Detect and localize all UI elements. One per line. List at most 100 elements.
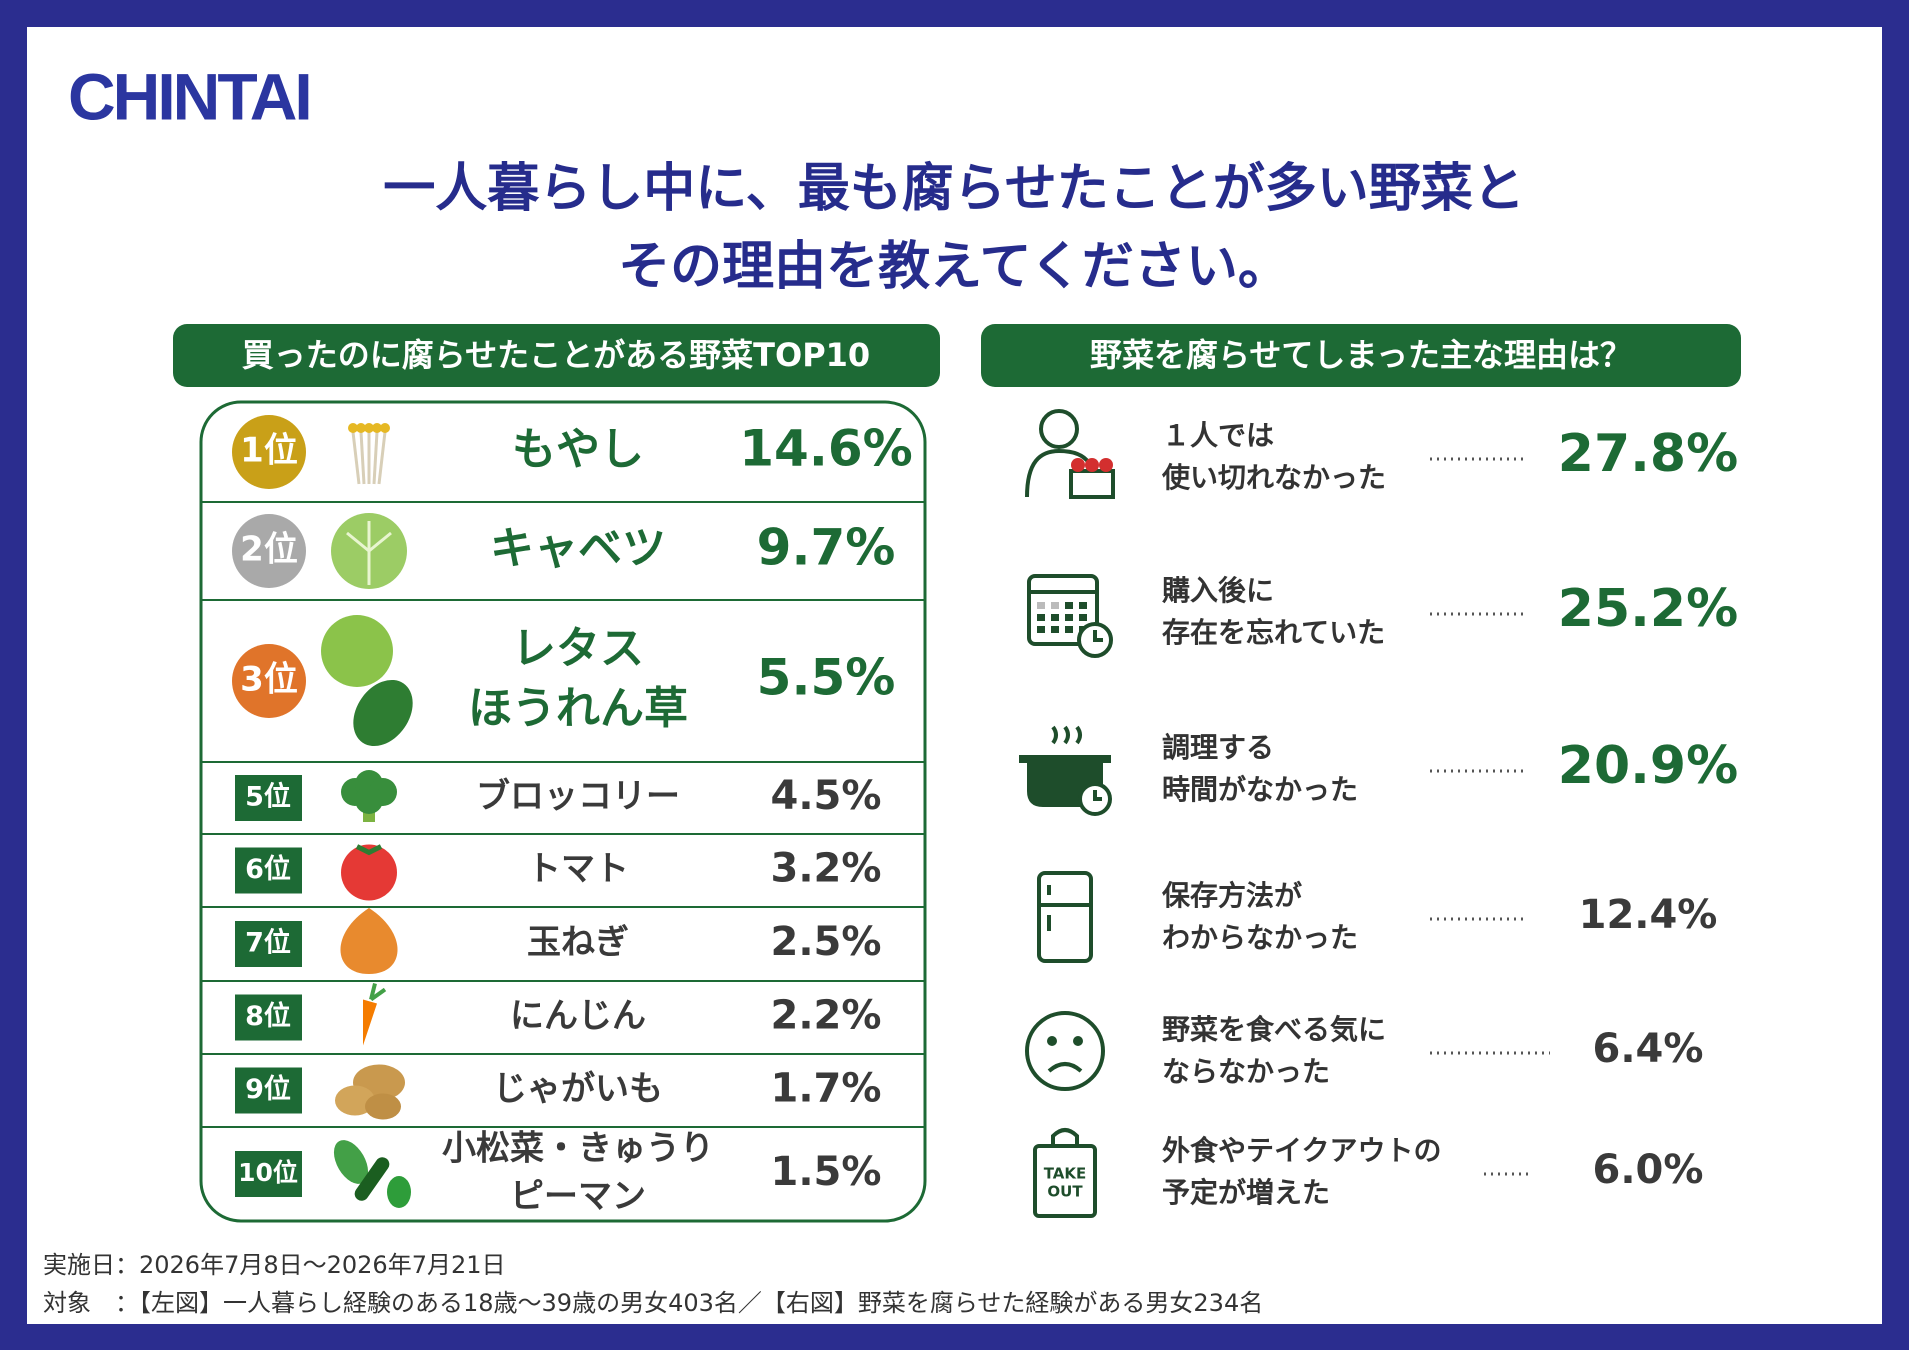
- rank-badge: [235, 994, 302, 1041]
- reason: 使い切れなかった: [1161, 461, 1386, 494]
- rank: 1位: [240, 431, 298, 471]
- rank-badge: [232, 514, 306, 588]
- percentage: 2.5%: [771, 919, 882, 965]
- icon: [341, 844, 397, 901]
- icon: [321, 615, 393, 687]
- icon: [356, 423, 366, 433]
- icon: [363, 999, 377, 1046]
- icon: [1085, 458, 1099, 472]
- icon: [1051, 626, 1059, 633]
- rank-badge: [235, 1067, 302, 1114]
- icon: [333, 1140, 369, 1184]
- vegetable-name: にんじん: [510, 996, 646, 1036]
- icon: [353, 679, 413, 747]
- icon: [1037, 626, 1045, 633]
- percentage: 20.9%: [1558, 736, 1738, 796]
- vegetable-name: ピーマン: [510, 1177, 646, 1217]
- title: その理由を教えてください。: [618, 237, 1290, 297]
- icon: [365, 1093, 401, 1120]
- icon: [1037, 871, 1093, 963]
- rank: 8位: [245, 1000, 291, 1032]
- vegetable-name: キャベツ: [490, 523, 666, 574]
- icon: [372, 423, 382, 433]
- icon: [364, 423, 374, 433]
- icon: [1027, 574, 1099, 646]
- rank: 9位: [245, 1073, 291, 1105]
- icon: [335, 1085, 375, 1116]
- percentage: 6.0%: [1593, 1147, 1704, 1193]
- icon: [1071, 458, 1085, 472]
- icon: [1051, 614, 1059, 621]
- rank: 6位: [245, 853, 291, 885]
- reason: １人では: [1162, 419, 1274, 452]
- icon: [380, 423, 390, 433]
- icon: [372, 431, 379, 485]
- icon: [359, 431, 366, 485]
- icon: [355, 786, 383, 814]
- percentage: 25.2%: [1558, 579, 1738, 639]
- logo: CHINTAI: [68, 59, 310, 133]
- percentage: 1.5%: [771, 1149, 882, 1195]
- vegetable-name: 小松菜・きゅうり: [442, 1129, 714, 1169]
- reason: わからなかった: [1162, 921, 1358, 954]
- left-heading-bar: [173, 324, 940, 387]
- icon: [354, 1157, 390, 1201]
- icon: [1065, 626, 1073, 633]
- rank-badge: [235, 921, 302, 967]
- percentage: 27.8%: [1558, 424, 1738, 484]
- icon: [387, 1176, 411, 1208]
- icon: [348, 423, 358, 433]
- rank: 3位: [240, 660, 298, 700]
- reason: 購入後に: [1162, 574, 1274, 607]
- icon: [1047, 1062, 1083, 1073]
- icon: [1079, 614, 1087, 621]
- right-heading: 野菜を腐らせてしまった主な理由は？: [1090, 336, 1632, 374]
- rank-badge: [232, 415, 306, 489]
- reason: 予定が増えた: [1162, 1176, 1330, 1209]
- ranking-box: [199, 400, 927, 1223]
- percentage: 6.4%: [1593, 1026, 1704, 1072]
- left-heading: 買ったのに腐らせたことがある野菜TOP10: [242, 336, 870, 374]
- reason: 野菜を食べる気に: [1162, 1013, 1386, 1046]
- icon: [369, 983, 387, 1002]
- icon: [1019, 755, 1111, 763]
- icon: [1093, 790, 1102, 801]
- icon: [1051, 1128, 1079, 1146]
- rank-badge: [235, 1151, 302, 1197]
- icon: [1039, 409, 1079, 449]
- percentage: 2.2%: [771, 993, 882, 1039]
- rank-badge: [232, 644, 306, 718]
- vegetable-name: じゃがいも: [493, 1069, 663, 1109]
- icon-text: OUT: [1047, 1183, 1083, 1201]
- icon: [351, 431, 361, 485]
- vegetable-name: ほうれん草: [468, 683, 688, 734]
- icon: [1065, 602, 1073, 609]
- icon: [340, 908, 398, 974]
- percentage: 9.7%: [757, 519, 896, 577]
- right-heading-bar: [981, 324, 1741, 387]
- reason: 外食やテイクアウトの: [1162, 1134, 1441, 1167]
- icon: [1037, 602, 1045, 609]
- percentage: 12.4%: [1579, 892, 1718, 938]
- rank: 5位: [245, 781, 291, 813]
- icon: [1099, 458, 1113, 472]
- icon: [346, 521, 392, 585]
- reason: 調理する: [1162, 731, 1274, 764]
- reason: 存在を忘れていた: [1162, 616, 1385, 649]
- reason: 時間がなかった: [1162, 773, 1358, 806]
- title: 一人暮らし中に、最も腐らせたことが多い野菜と: [383, 159, 1524, 219]
- icon: [1093, 630, 1103, 642]
- icon: [1065, 614, 1073, 621]
- vegetable-name: レタス: [512, 623, 644, 674]
- icon: [1025, 1011, 1105, 1091]
- rank-badge: [235, 775, 302, 821]
- vegetable-name: 玉ねぎ: [527, 923, 629, 963]
- percentage: 14.6%: [739, 420, 912, 478]
- vegetable-name: トマト: [527, 849, 629, 889]
- icon: [377, 431, 387, 485]
- icon: [1047, 1036, 1057, 1046]
- icon: [1051, 602, 1059, 609]
- icon: [1037, 614, 1045, 621]
